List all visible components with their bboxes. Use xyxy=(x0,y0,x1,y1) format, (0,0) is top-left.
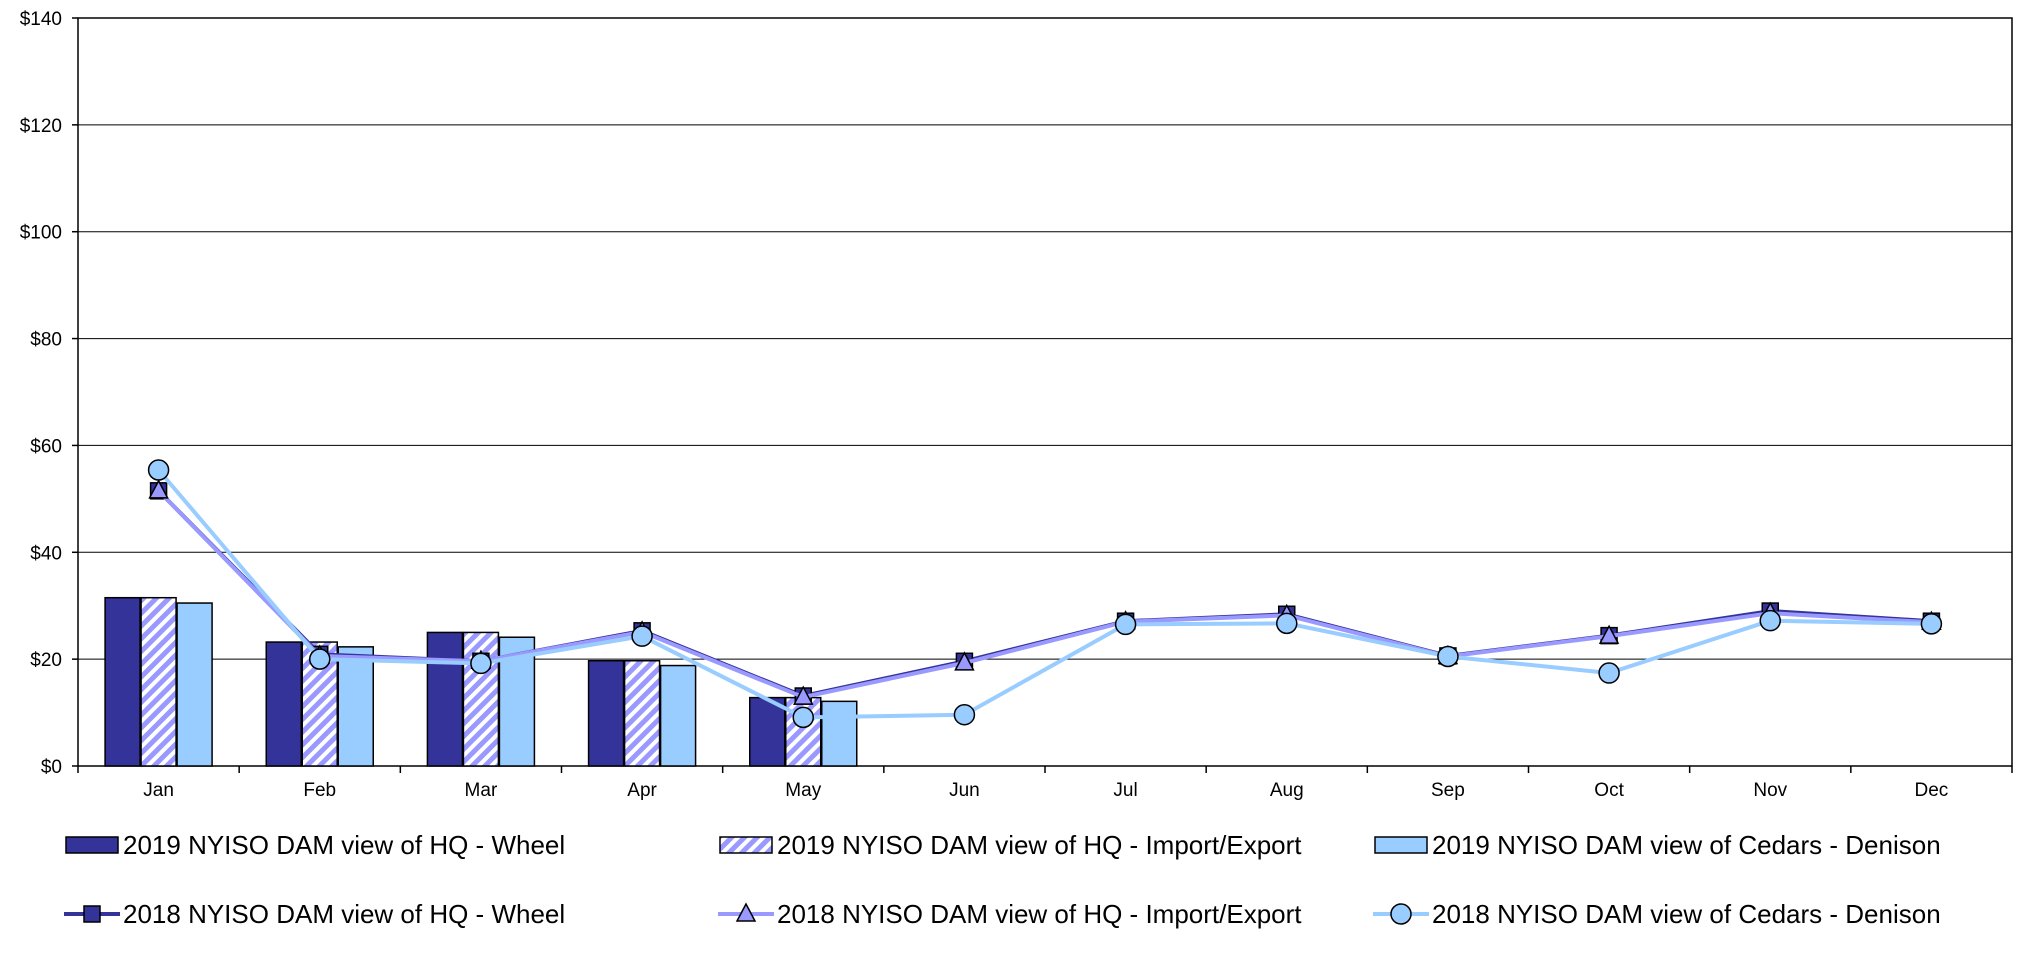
x-axis: Jan Feb Mar Apr May Jun Jul Aug Sep Oct Nov Dec xyxy=(77,766,2013,801)
legend-label: 2018 NYISO DAM view of HQ - Import/Expor… xyxy=(777,899,1302,929)
bar xyxy=(265,641,302,767)
square-marker xyxy=(83,905,101,923)
y-tick-label: $0 xyxy=(41,757,62,778)
circle-marker xyxy=(1276,612,1298,635)
triangle-marker xyxy=(793,685,814,705)
legend: 2019 NYISO DAM view of HQ - Wheel 2019 NY… xyxy=(64,830,1941,929)
legend-label: 2019 NYISO DAM view of Cedars - Denison xyxy=(1432,830,1941,860)
y-tick-label: $120 xyxy=(20,116,62,137)
y-axis: $0 $20 $40 $60 $80 $100 $120 $140 xyxy=(20,9,78,778)
circle-marker xyxy=(1114,613,1137,636)
circle-marker xyxy=(309,648,331,670)
y-tick-label: $140 xyxy=(20,9,62,30)
legend-item: 2018 NYISO DAM view of HQ - Import/Expor… xyxy=(718,899,1302,929)
bar xyxy=(140,596,177,767)
legend-label: 2019 NYISO DAM view of HQ - Import/Expor… xyxy=(777,830,1302,860)
bar xyxy=(623,659,661,767)
x-tick-label: Aug xyxy=(1270,780,1304,801)
x-tick-label: Mar xyxy=(465,780,498,801)
legend-swatch xyxy=(65,836,119,854)
legend-item: 2019 NYISO DAM view of Cedars - Denison xyxy=(1374,830,1941,860)
bar xyxy=(176,602,213,767)
y-tick-label: $60 xyxy=(30,436,62,457)
triangle-marker xyxy=(735,902,757,922)
circle-marker xyxy=(1598,662,1620,684)
circle-marker xyxy=(1759,609,1781,632)
circle-marker xyxy=(1437,645,1459,668)
x-tick-label: Jun xyxy=(949,780,980,801)
legend-swatch xyxy=(1374,836,1428,854)
bar xyxy=(659,664,697,767)
triangle-marker xyxy=(954,651,975,671)
x-tick-label: Nov xyxy=(1753,780,1787,801)
x-tick-label: Oct xyxy=(1594,780,1624,801)
y-tick-label: $20 xyxy=(30,650,62,671)
triangle-marker xyxy=(1598,624,1620,644)
legend-item: 2019 NYISO DAM view of HQ - Import/Expor… xyxy=(719,830,1302,860)
circle-marker xyxy=(1920,613,1943,635)
bar xyxy=(337,646,374,767)
triangle-marker xyxy=(148,479,169,499)
x-tick-label: Feb xyxy=(303,780,336,801)
y-tick-label: $100 xyxy=(20,223,62,244)
series-line xyxy=(157,468,1932,720)
y-tick-label: $80 xyxy=(30,330,62,351)
circle-marker xyxy=(792,706,814,729)
x-tick-label: Sep xyxy=(1431,780,1465,801)
y-tick-label: $40 xyxy=(30,543,62,564)
bar xyxy=(821,700,858,767)
bar xyxy=(587,659,625,767)
x-tick-label: Jan xyxy=(143,780,174,801)
legend-swatch xyxy=(719,836,773,854)
bar xyxy=(104,596,141,767)
circle-marker xyxy=(631,625,653,647)
line-series xyxy=(147,459,1943,729)
legend-item: 2018 NYISO DAM view of Cedars - Denison xyxy=(1373,899,1941,929)
circle-marker xyxy=(1390,903,1412,925)
legend-label: 2018 NYISO DAM view of Cedars - Denison xyxy=(1432,899,1941,929)
series-line xyxy=(157,489,1932,700)
legend-item: 2018 NYISO DAM view of HQ - Wheel xyxy=(64,899,565,929)
bar xyxy=(426,631,464,767)
x-tick-label: May xyxy=(785,780,821,801)
circle-marker xyxy=(953,703,976,726)
x-tick-label: Dec xyxy=(1915,780,1949,801)
legend-label: 2019 NYISO DAM view of HQ - Wheel xyxy=(123,830,565,860)
bar-series xyxy=(104,596,786,767)
circle-marker xyxy=(147,459,170,481)
legend-label: 2018 NYISO DAM view of HQ - Wheel xyxy=(123,899,565,929)
legend-item: 2019 NYISO DAM view of HQ - Wheel xyxy=(65,830,565,860)
circle-marker xyxy=(470,652,492,675)
line-series-group xyxy=(147,459,1943,729)
bar xyxy=(749,696,786,767)
bar-series xyxy=(140,596,822,767)
x-tick-label: Jul xyxy=(1113,780,1137,801)
x-tick-label: Apr xyxy=(627,780,657,801)
